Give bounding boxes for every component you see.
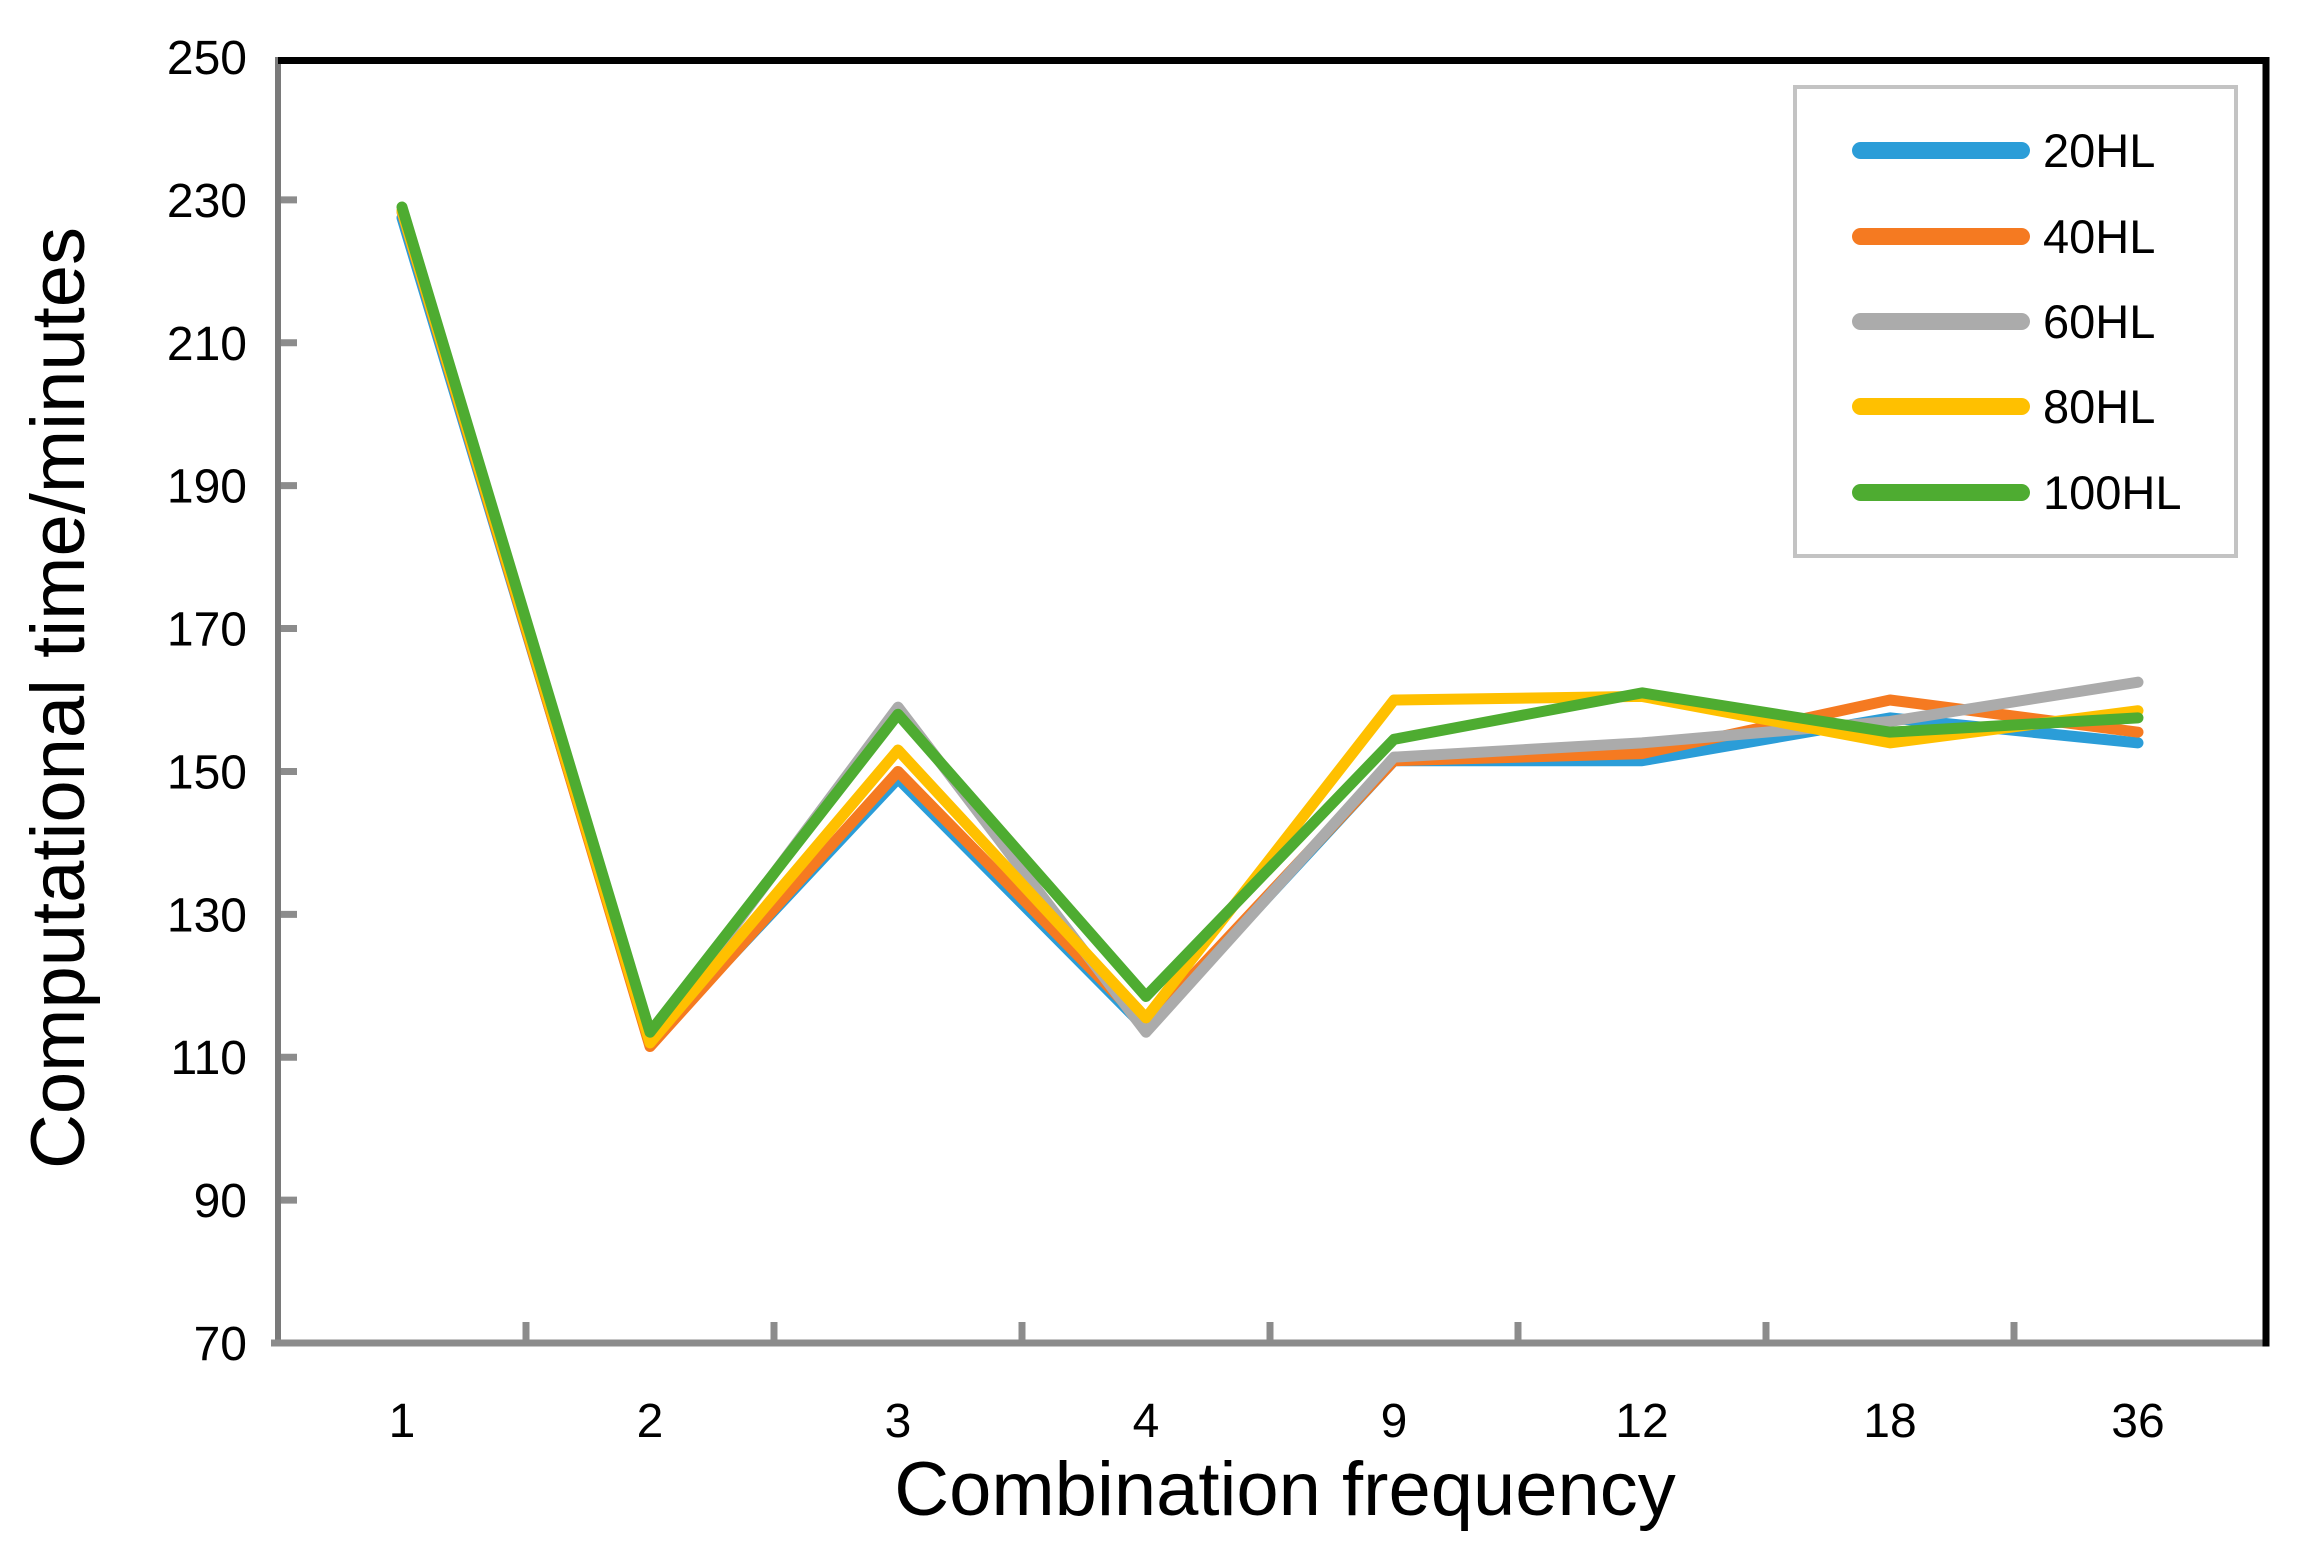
legend-item-100HL: 100HL (1852, 469, 2234, 516)
x-tick-label: 36 (2111, 1395, 2164, 1448)
legend-swatch-40HL (1852, 227, 2030, 245)
y-tick-label: 170 (167, 604, 247, 657)
y-tick-label: 110 (170, 1032, 247, 1085)
legend: 20HL 40HL 60HL 80HL 100HL (1793, 85, 2238, 558)
legend-swatch-100HL (1852, 483, 2030, 501)
y-axis-title: Computational time/minutes (16, 227, 101, 1169)
y-tick-label: 70 (194, 1318, 247, 1371)
legend-swatch-80HL (1852, 398, 2030, 416)
legend-label: 20HL (2043, 124, 2156, 178)
y-tick-label: 130 (167, 889, 247, 942)
series-line-80HL (396, 205, 2144, 1049)
y-tick-label: 190 (167, 461, 247, 514)
y-tick-label: 230 (167, 175, 247, 228)
x-axis-title: Combination frequency (894, 1447, 1676, 1532)
y-tick-label: 250 (167, 32, 247, 85)
x-tick-label: 2 (637, 1395, 664, 1448)
x-tick-label: 18 (1863, 1395, 1916, 1448)
legend-item-20HL: 20HL (1852, 127, 2234, 174)
legend-swatch-60HL (1852, 312, 2030, 330)
legend-label: 60HL (2043, 294, 2156, 348)
legend-label: 100HL (2043, 465, 2182, 519)
x-tick-label: 3 (885, 1395, 912, 1448)
y-tick-label: 150 (167, 746, 247, 799)
legend-item-60HL: 60HL (1852, 298, 2234, 345)
legend-item-80HL: 80HL (1852, 383, 2234, 430)
legend-label: 40HL (2043, 209, 2156, 263)
legend-item-40HL: 40HL (1852, 213, 2234, 260)
series-line-100HL (396, 201, 2144, 1038)
legend-label: 80HL (2043, 380, 2156, 434)
y-tick-label: 90 (194, 1175, 247, 1228)
x-tick-label: 9 (1381, 1395, 1408, 1448)
y-tick-label: 210 (167, 318, 247, 371)
x-tick-label: 4 (1133, 1395, 1160, 1448)
x-tick-label: 12 (1615, 1395, 1668, 1448)
legend-swatch-20HL (1852, 142, 2030, 160)
x-tick-label: 1 (389, 1395, 416, 1448)
